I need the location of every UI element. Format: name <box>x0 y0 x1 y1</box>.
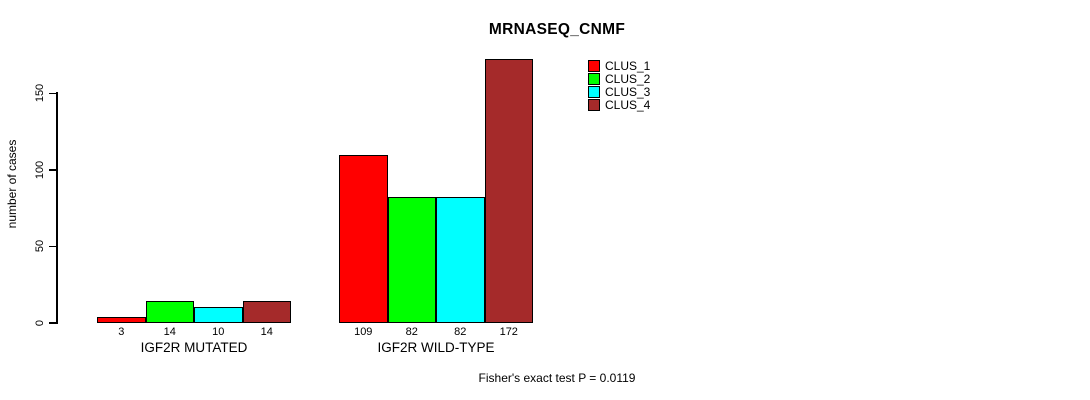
legend-label: CLUS_3 <box>605 84 651 99</box>
y-axis-tick <box>49 245 56 247</box>
bar <box>242 300 291 323</box>
y-axis-tick <box>49 169 56 171</box>
y-tick-label: 50 <box>34 239 46 253</box>
bar-value-label: 10 <box>212 326 225 338</box>
bar <box>387 196 436 323</box>
y-axis-line <box>56 91 58 324</box>
x-category-label: IGF2R WILD-TYPE <box>377 340 495 355</box>
legend-swatch <box>588 98 600 111</box>
y-axis-tick <box>49 322 56 324</box>
bar-value-label: 14 <box>163 326 176 338</box>
bar-value-label: 109 <box>354 326 373 338</box>
chart-title: MRNASEQ_CNMF <box>488 21 626 38</box>
bar-value-label: 14 <box>260 326 273 338</box>
legend-item: CLUS_3 <box>588 84 651 99</box>
y-axis-tick <box>49 92 56 94</box>
legend-swatch <box>588 60 600 73</box>
annotation-text: Fisher's exact test P = 0.0119 <box>478 371 636 385</box>
legend-item: CLUS_1 <box>588 60 650 73</box>
legend-swatch <box>588 73 600 86</box>
bar-value-label: 172 <box>499 326 518 338</box>
bar <box>145 300 194 323</box>
legend-item: CLUS_4 <box>588 98 650 111</box>
x-category-label: IGF2R MUTATED <box>140 340 248 355</box>
bar <box>97 317 146 323</box>
y-tick-label: 100 <box>34 160 46 179</box>
bar <box>194 306 243 323</box>
bar <box>339 155 388 323</box>
bar <box>436 196 485 323</box>
legend-label: CLUS_2 <box>605 72 651 87</box>
y-axis-title: number of cases <box>5 139 19 229</box>
y-tick-label: 0 <box>34 319 46 326</box>
legend-swatch <box>588 85 600 98</box>
legend: CLUS_1 CLUS_2 CLUS_3 CLUS_4 <box>588 60 650 111</box>
legend-label: CLUS_1 <box>605 59 651 74</box>
bar-value-label: 82 <box>405 326 418 338</box>
legend-label: CLUS_4 <box>605 97 651 112</box>
y-tick-label: 150 <box>34 83 46 103</box>
bar <box>484 58 533 323</box>
legend-item: CLUS_2 <box>588 73 650 86</box>
bar-value-label: 82 <box>454 326 467 338</box>
bar-value-label: 3 <box>118 326 125 338</box>
